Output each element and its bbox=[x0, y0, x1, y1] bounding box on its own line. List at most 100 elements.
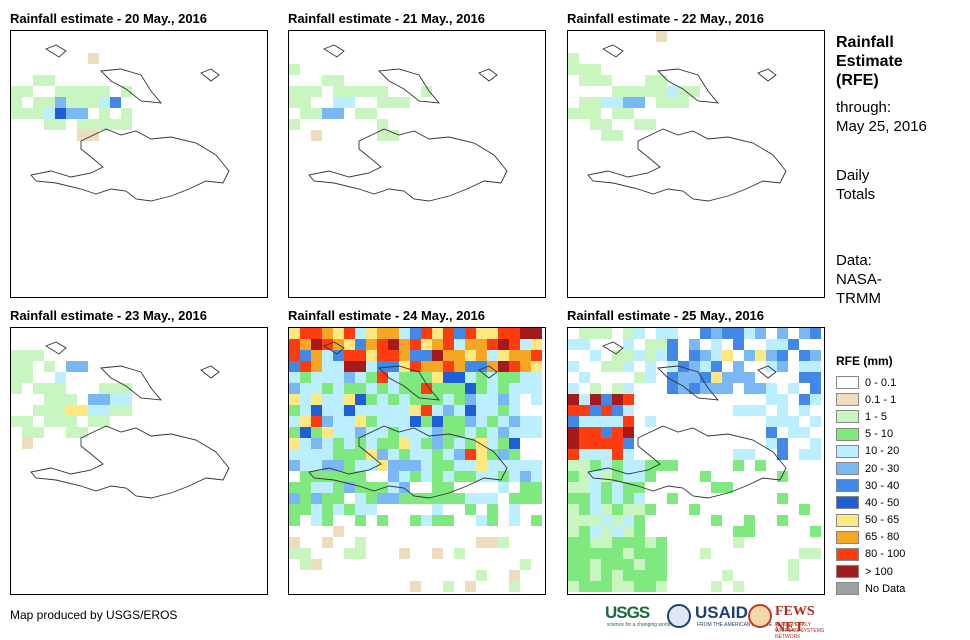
rain-cell bbox=[300, 482, 311, 493]
rain-cell bbox=[333, 394, 344, 405]
rain-cell bbox=[476, 460, 487, 471]
rain-cell bbox=[667, 372, 678, 383]
coastline bbox=[602, 341, 624, 355]
rain-cell bbox=[366, 504, 377, 515]
rain-cell bbox=[656, 559, 667, 570]
rain-cell bbox=[623, 493, 634, 504]
rain-cell bbox=[531, 427, 542, 438]
rain-cell bbox=[355, 515, 366, 526]
rain-cell bbox=[645, 361, 656, 372]
rain-cell bbox=[568, 537, 579, 548]
rain-cell bbox=[388, 328, 399, 339]
rain-cell bbox=[667, 339, 678, 350]
rain-cell bbox=[322, 328, 333, 339]
legend-label: 65 - 80 bbox=[865, 531, 900, 544]
coastline bbox=[478, 68, 498, 82]
rain-cell bbox=[645, 581, 656, 592]
rain-cell bbox=[568, 515, 579, 526]
rain-cell bbox=[476, 427, 487, 438]
rain-cell bbox=[355, 394, 366, 405]
rain-cell bbox=[99, 108, 110, 119]
rain-cell bbox=[300, 405, 311, 416]
coastline bbox=[45, 44, 67, 58]
usgs-logo: USGS bbox=[605, 603, 650, 622]
rain-cell bbox=[634, 372, 645, 383]
rain-cell bbox=[612, 559, 623, 570]
rain-cell bbox=[601, 493, 612, 504]
rain-cell bbox=[678, 383, 689, 394]
rain-cell bbox=[377, 119, 388, 130]
map-canvas bbox=[11, 44, 230, 202]
rain-cell bbox=[711, 339, 722, 350]
rain-cell bbox=[421, 449, 432, 460]
rain-cell bbox=[579, 471, 590, 482]
rain-cell bbox=[388, 493, 399, 504]
rain-cell bbox=[509, 471, 520, 482]
rain-cell bbox=[344, 416, 355, 427]
rain-cell bbox=[465, 339, 476, 350]
rain-cell bbox=[623, 394, 634, 405]
rainfall-map bbox=[288, 30, 546, 298]
legend-item: 10 - 20 bbox=[836, 443, 905, 460]
rain-cell bbox=[421, 427, 432, 438]
rain-cell bbox=[399, 405, 410, 416]
rain-cell bbox=[498, 361, 509, 372]
rain-cell bbox=[568, 416, 579, 427]
legend-item: > 100 bbox=[836, 563, 905, 580]
rain-cell bbox=[388, 482, 399, 493]
rain-cell bbox=[432, 482, 443, 493]
rain-cell bbox=[366, 394, 377, 405]
rain-cell bbox=[289, 537, 300, 548]
rain-cell bbox=[766, 416, 777, 427]
rain-cell bbox=[333, 493, 344, 504]
rain-cell bbox=[300, 471, 311, 482]
rain-cell bbox=[623, 339, 634, 350]
data-source-note: Data: NASA- TRMM bbox=[836, 251, 882, 308]
rain-cell bbox=[421, 493, 432, 504]
rain-cell bbox=[443, 471, 454, 482]
rain-cell bbox=[410, 361, 421, 372]
rain-cell bbox=[421, 361, 432, 372]
rain-cell bbox=[656, 460, 667, 471]
rain-cell bbox=[11, 86, 33, 97]
rain-cell bbox=[590, 449, 601, 460]
rain-cell bbox=[520, 427, 531, 438]
rain-cell bbox=[777, 361, 788, 372]
rain-cell bbox=[509, 361, 520, 372]
rain-cell bbox=[289, 493, 300, 504]
rain-cell bbox=[498, 460, 509, 471]
rain-cell bbox=[568, 581, 579, 592]
rain-cell bbox=[623, 350, 634, 361]
rain-cell bbox=[322, 75, 344, 86]
rain-cell bbox=[311, 328, 322, 339]
rain-cell bbox=[766, 427, 777, 438]
rain-cell bbox=[11, 383, 22, 394]
rain-cell bbox=[601, 405, 612, 416]
rain-cell bbox=[568, 427, 579, 438]
rain-cell bbox=[443, 460, 454, 471]
rain-cell bbox=[366, 372, 377, 383]
rain-cell bbox=[432, 416, 443, 427]
rain-cell bbox=[289, 328, 300, 339]
rain-cell bbox=[612, 86, 667, 97]
rain-cell bbox=[121, 86, 132, 97]
rain-cell bbox=[487, 460, 498, 471]
rain-cell bbox=[568, 361, 579, 372]
rain-cell bbox=[366, 416, 377, 427]
rain-cell bbox=[366, 493, 377, 504]
rain-cell bbox=[634, 460, 645, 471]
agency-logos: USGS science for a changing world USAID … bbox=[605, 603, 827, 640]
rain-cell bbox=[733, 537, 744, 548]
rain-cell bbox=[520, 383, 531, 394]
rain-cell bbox=[421, 86, 432, 97]
coastline bbox=[587, 425, 787, 499]
rainfall-map bbox=[288, 327, 546, 595]
rain-cell bbox=[487, 328, 498, 339]
rain-cell bbox=[531, 328, 542, 339]
rain-cell bbox=[300, 328, 311, 339]
rain-cell bbox=[788, 416, 799, 427]
rain-cell bbox=[355, 416, 366, 427]
rain-cell bbox=[689, 339, 700, 350]
rain-cell bbox=[377, 361, 388, 372]
rain-cell bbox=[766, 339, 777, 350]
